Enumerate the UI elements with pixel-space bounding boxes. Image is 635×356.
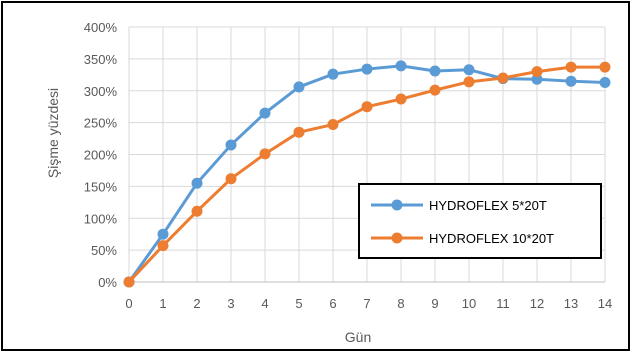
legend-marker (391, 232, 403, 244)
data-point (225, 173, 237, 185)
data-point (293, 126, 305, 138)
data-point (327, 68, 339, 80)
x-tick-label: 9 (431, 296, 438, 311)
x-tick-label: 10 (462, 296, 476, 311)
y-axis-title: Şişme yüzdesi (45, 88, 61, 178)
data-point (157, 240, 169, 252)
data-point (293, 81, 305, 93)
data-point (599, 61, 611, 73)
chart-frame: 0% 50% 100% 150% 200% 250% 300% 350% 400% 0 1 2 3 4 5 6… (1, 1, 630, 351)
y-tick-label: 100% (84, 211, 118, 226)
x-tick-label: 5 (295, 296, 302, 311)
legend-marker (391, 199, 403, 211)
axis-layer: 0%50%100%150%200%250%300%350%400%0 1 2 3 4 5 6… (84, 20, 612, 311)
data-point (361, 63, 373, 75)
data-point (429, 65, 441, 77)
x-tick-label: 13 (564, 296, 578, 311)
legend-label: HYDROFLEX 5*20T (429, 198, 547, 213)
y-tick-label: 400% (84, 20, 118, 35)
legend: HYDROFLEX 5*20T HYDROFLEX 10*20T (358, 183, 602, 259)
series-2 (123, 61, 611, 288)
data-point (361, 101, 373, 113)
legend-box (358, 183, 602, 259)
data-point (259, 107, 271, 119)
data-point (157, 228, 169, 240)
x-tick-label: 7 (363, 296, 370, 311)
data-point (225, 139, 237, 151)
x-tick-label: 4 (261, 296, 268, 311)
data-point (531, 73, 543, 85)
x-tick-label: 11 (496, 296, 510, 311)
y-tick-label: 250% (84, 116, 118, 131)
data-point (599, 76, 611, 88)
y-tick-label: 0% (98, 275, 117, 290)
data-point (191, 205, 203, 217)
legend-items: HYDROFLEX 5*20T HYDROFLEX 10*20T (371, 198, 554, 246)
data-point (565, 75, 577, 87)
x-tick-label: 6 (329, 296, 336, 311)
y-tick-label: 50% (91, 243, 117, 258)
y-tick-label: 150% (84, 179, 118, 194)
x-tick-label: 3 (227, 296, 234, 311)
data-point (497, 72, 509, 84)
data-point (429, 84, 441, 96)
y-tick-label: 200% (84, 148, 118, 163)
data-point (191, 177, 203, 189)
data-point (565, 61, 577, 73)
data-point (395, 60, 407, 72)
data-point (327, 119, 339, 131)
x-tick-label: 2 (193, 296, 200, 311)
y-tick-label: 350% (84, 52, 118, 67)
legend-item: HYDROFLEX 10*20T (371, 231, 554, 246)
data-point (463, 64, 475, 76)
data-point (463, 76, 475, 88)
legend-label: HYDROFLEX 10*20T (429, 231, 554, 246)
x-tick-label: 12 (530, 296, 544, 311)
x-tick-label: 1 (159, 296, 166, 311)
data-point (531, 66, 543, 78)
x-tick-label: 8 (397, 296, 404, 311)
x-axis-title: Gün (345, 329, 371, 345)
data-point (395, 93, 407, 105)
y-tick-label: 300% (84, 84, 118, 99)
data-point (123, 276, 135, 288)
data-point (259, 148, 271, 160)
series-layer (123, 60, 611, 288)
legend-item: HYDROFLEX 5*20T (371, 198, 547, 213)
x-tick-label: 0 (125, 296, 132, 311)
chart-svg: 0%50%100%150%200%250%300%350%400%0 1 2 3 4 5 6… (45, 20, 612, 345)
x-tick-label: 14 (598, 296, 612, 311)
